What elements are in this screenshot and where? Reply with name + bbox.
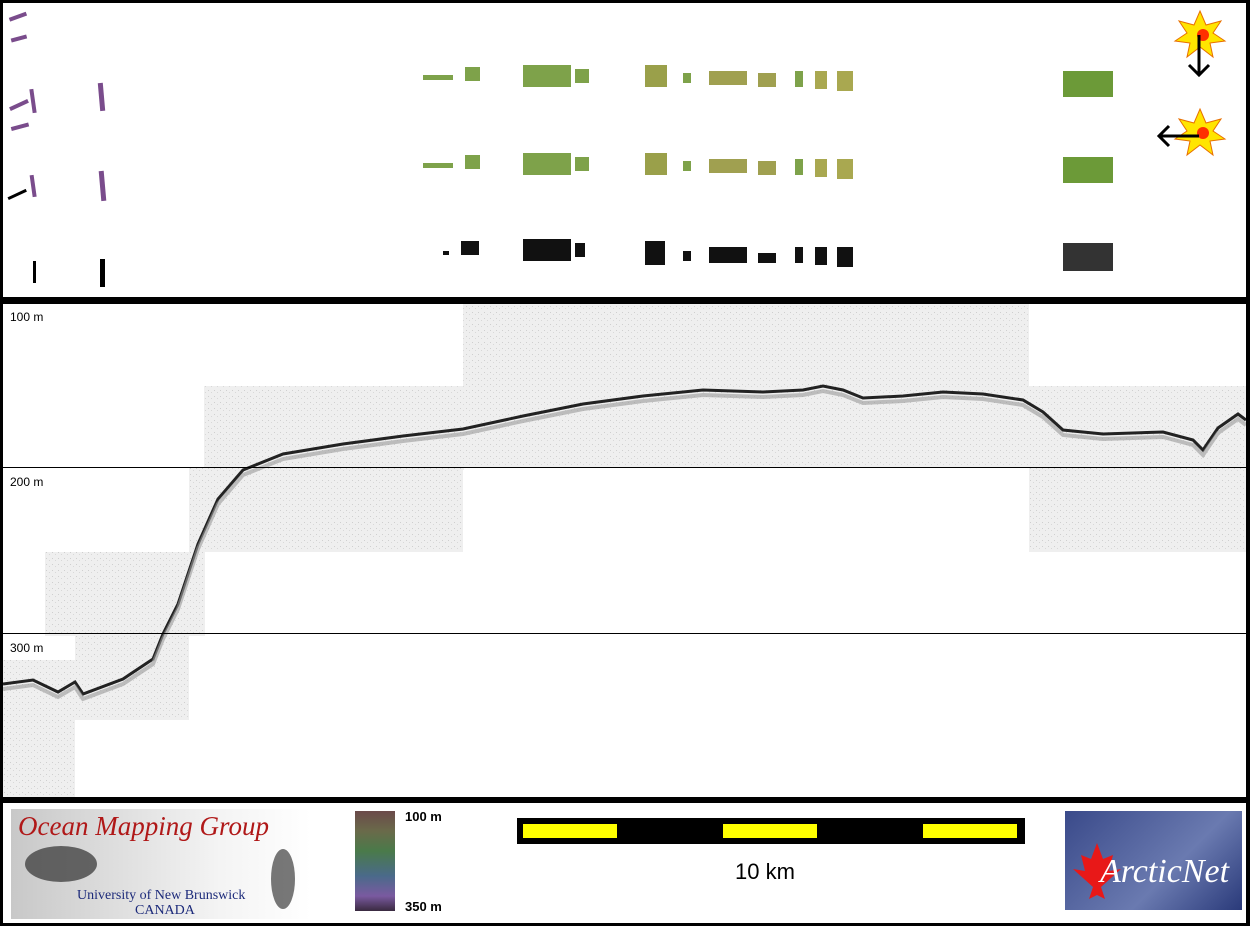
dark-strip-row-3 [443, 239, 1113, 271]
depth-profile-panel: 100 m 200 m 300 m [3, 304, 1246, 797]
omg-title: Ocean Mapping Group [18, 811, 269, 841]
purple-fragments [8, 11, 107, 202]
scale-bar [517, 818, 1025, 844]
echogram-blocks [3, 304, 1246, 797]
shaded-strips-panel [3, 3, 1246, 297]
depth-label-200: 200 m [10, 475, 44, 489]
green-strip-row-2 [423, 153, 1113, 183]
arrow-down-icon [1187, 35, 1211, 78]
seafloor-image-icon [25, 846, 295, 909]
green-strip-row-1 [423, 65, 1113, 97]
arcticnet-text: ArcticNet [1100, 853, 1230, 890]
omg-country: CANADA [135, 903, 195, 918]
scale-bar-label: 10 km [735, 859, 795, 884]
strips-illustration [7, 9, 1227, 287]
color-bar-bottom-label: 350 m [405, 899, 442, 914]
omg-university: University of New Brunswick [77, 888, 246, 903]
seabed-profile [3, 304, 1246, 797]
depth-gridline-200 [3, 467, 1246, 468]
depth-gridline-300 [3, 633, 1246, 634]
color-bar-top-label: 100 m [405, 809, 442, 824]
depth-color-bar [355, 811, 395, 911]
footer-panel: Ocean Mapping Group University of New Br… [3, 803, 1246, 923]
depth-label-300: 300 m [10, 641, 44, 655]
sun-icon [1173, 107, 1227, 157]
maple-leaf-icon [1073, 843, 1121, 899]
omg-logo [11, 809, 311, 919]
arcticnet-logo [1065, 811, 1242, 910]
arrow-left-icon [1156, 124, 1199, 148]
depth-label-100: 100 m [10, 310, 44, 324]
